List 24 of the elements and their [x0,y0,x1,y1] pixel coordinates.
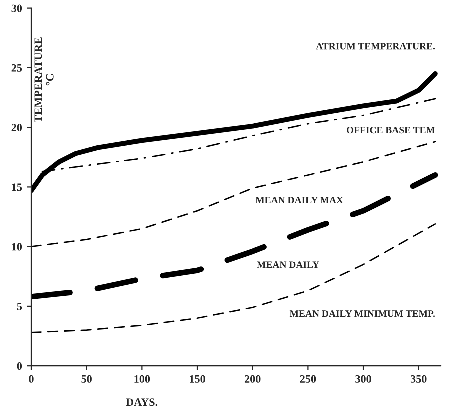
x-tick-label: 250 [300,375,316,383]
y-tick-label: 10 [12,243,22,251]
series-label: MEAN DAILY MINIMUM TEMP. [290,310,436,318]
x-tick-label: 300 [356,375,372,383]
x-tick-label: 50 [82,375,92,383]
x-tick-label: 100 [134,375,150,383]
x-tick-label: 150 [190,375,206,383]
y-tick-label: 0 [17,362,22,370]
y-tick-label: 15 [12,184,22,192]
y-tick-label: 25 [12,64,22,72]
y-tick-label: 5 [17,303,22,310]
x-tick-label: 0 [29,375,34,383]
series-label: MEAN DAILY [257,262,320,268]
y-tick-label: 30 [12,4,22,12]
y-axis-title: TEMPERATURE °C [34,38,54,123]
series-label: MEAN DAILY MAX [256,197,344,204]
x-tick-label: 350 [410,375,427,383]
line-series [32,223,436,334]
x-tick-label: 200 [244,375,261,383]
text: ATRIUM TEMPERATURE. [316,43,436,50]
line-series [32,141,436,248]
series-label: OFFICE BASE TEM [346,127,436,134]
y-tick-label: 20 [12,124,22,132]
x-axis-title: DAYS. [126,398,158,406]
